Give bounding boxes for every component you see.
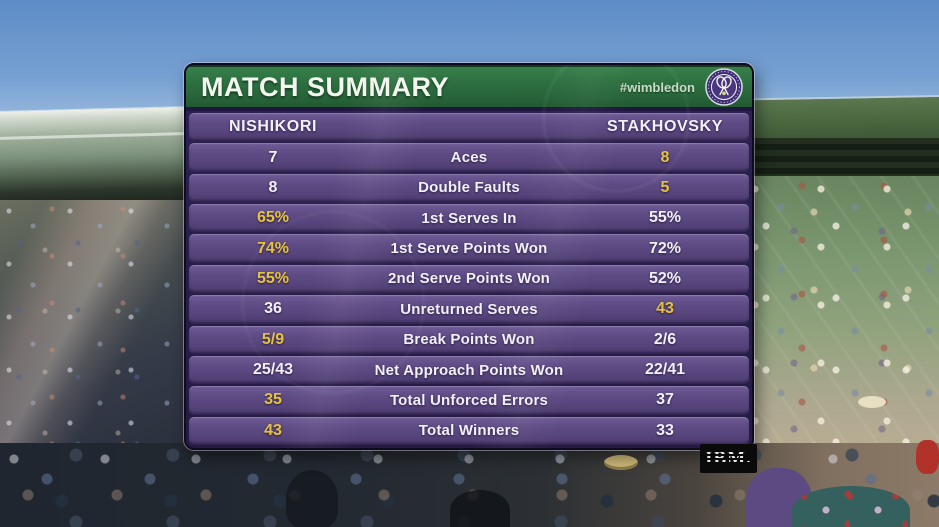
stat-right-value: 33 [656,421,674,439]
stat-left-value: 65% [256,209,290,227]
straw-hat [858,396,886,408]
stat-row: 36 Unreturned Serves 43 [189,295,749,324]
stat-label: Unreturned Serves [400,300,538,318]
stat-left-value: 74% [256,239,290,257]
stat-right-value: 37 [656,391,674,409]
stat-label: 1st Serve Points Won [390,240,548,258]
match-summary-panel: MATCH SUMMARY #wimbledon [184,63,754,450]
left-crowd [0,200,190,452]
panel-header: MATCH SUMMARY #wimbledon [186,65,752,111]
stat-right-value: 2/6 [653,330,677,348]
stat-row: 5/9 Break Points Won 2/6 [189,325,749,354]
stat-right-value: 72% [648,239,682,257]
player-name-left: NISHIKORI [228,118,318,136]
stat-label: Net Approach Points Won [374,361,564,379]
stat-label: Break Points Won [403,331,535,349]
stat-right-value: 22/41 [644,361,686,379]
ibm-logo: IBM. [700,444,757,473]
stat-left-value: 43 [264,421,282,439]
straw-hat [604,455,638,470]
stat-left-value: 36 [264,300,282,318]
stat-label: Double Faults [418,179,520,197]
player-name-right: STAKHOVSKY [607,118,723,136]
stat-left-value: 35 [264,391,282,409]
stat-row: 7 Aces 8 [189,143,749,172]
stat-label: Total Unforced Errors [389,391,549,409]
stats-body: NISHIKORI STAKHOVSKY 7 Aces 8 8 Double F… [186,111,752,448]
crowd-person [792,486,910,527]
left-stand-rail [0,131,192,140]
stat-row: 8 Double Faults 5 [189,173,749,203]
panel-title: MATCH SUMMARY [201,71,449,102]
stat-label: 1st Serves In [421,209,517,227]
left-stand-structure [0,106,192,208]
stat-left-value: 25/43 [252,361,294,379]
players-row: NISHIKORI STAKHOVSKY [189,113,749,142]
stat-label: Total Winners [418,422,520,440]
stat-left-value: 55% [256,269,290,287]
stat-row: 55% 2nd Serve Points Won 52% [189,264,749,294]
stat-row: 35 Total Unforced Errors 37 [189,386,749,415]
stat-left-value: 5/9 [261,330,285,348]
stat-label: Aces [450,149,488,167]
right-stand-shadow [744,138,939,178]
stat-left-value: 7 [268,148,278,166]
stat-row: 74% 1st Serve Points Won 72% [189,234,749,263]
crowd-person [450,490,510,527]
crowd-person [286,470,338,527]
wimbledon-logo-icon [705,68,743,106]
stat-right-value: 52% [648,269,682,287]
stat-row: 25/43 Net Approach Points Won 22/41 [189,355,749,385]
crowd-person [916,440,939,474]
stat-right-value: 5 [660,178,670,196]
stat-label: 2nd Serve Points Won [387,270,551,288]
stat-row: 65% 1st Serves In 55% [189,204,749,233]
hashtag-label: #wimbledon [619,79,695,95]
stat-left-value: 8 [268,178,278,196]
stat-right-value: 43 [656,300,674,318]
stat-row: 43 Total Winners 33 [189,416,749,445]
stat-right-value: 55% [648,209,682,227]
stat-right-value: 8 [660,148,670,166]
ibm-logo-text: IBM. [705,448,752,469]
